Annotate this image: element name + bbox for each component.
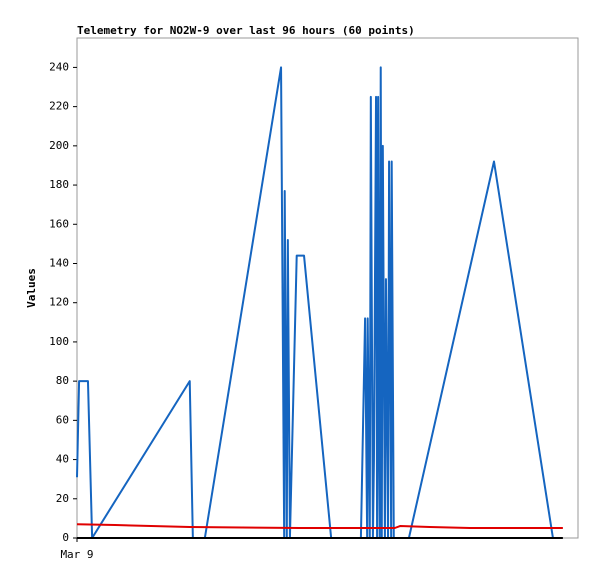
y-tick-label: 20 — [56, 492, 69, 505]
series-line — [76, 523, 563, 529]
y-tick-label: 180 — [49, 178, 69, 191]
y-tick-label: 0 — [62, 531, 69, 544]
y-tick-label: 100 — [49, 335, 69, 348]
y-tick-label: 60 — [56, 413, 69, 426]
y-tick-label: 200 — [49, 139, 69, 152]
y-tick-label: 40 — [56, 453, 69, 466]
x-tick-label: Mar 9 — [60, 548, 93, 561]
series-line — [76, 66, 554, 539]
y-tick-label: 240 — [49, 60, 69, 73]
y-tick-label: 120 — [49, 296, 69, 309]
y-tick-label: 140 — [49, 256, 69, 269]
y-tick-label: 80 — [56, 374, 69, 387]
y-tick-label: 220 — [49, 100, 69, 113]
plot-frame — [76, 37, 579, 539]
y-tick-label: 160 — [49, 217, 69, 230]
y-axis-label: Values — [25, 268, 38, 308]
chart-title: Telemetry for NO2W-9 over last 96 hours … — [77, 24, 415, 37]
